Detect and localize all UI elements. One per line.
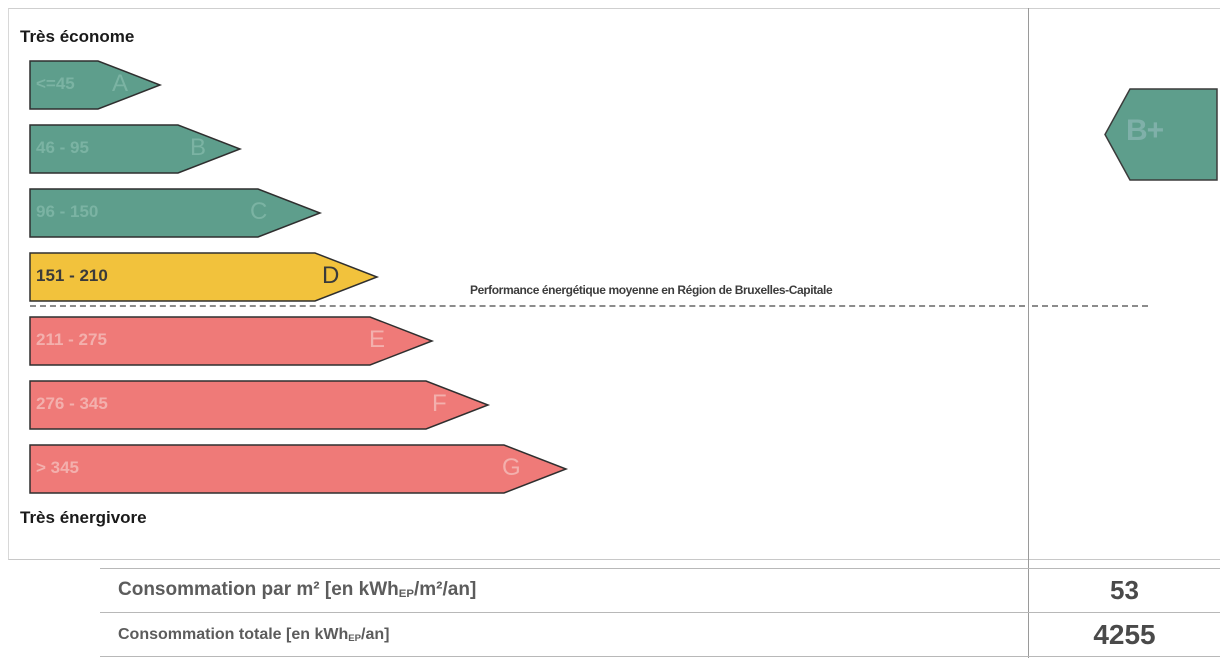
energy-class-shape-c xyxy=(29,188,323,238)
energy-class-letter: G xyxy=(502,454,521,481)
energy-class-shape-a xyxy=(29,60,163,110)
scale-bottom-label: Très énergivore xyxy=(20,508,147,527)
row-divider-top xyxy=(100,568,1220,569)
energy-class-bar-a: <=45 A xyxy=(0,60,166,110)
energy-class-arrow-d xyxy=(29,252,380,302)
energy-class-range: 276 - 345 xyxy=(36,394,108,413)
energy-class-shape-g xyxy=(29,444,569,494)
energy-class-letter: A xyxy=(112,70,129,97)
energy-class-letter: D xyxy=(322,262,340,289)
energy-class-arrow-b xyxy=(29,124,243,174)
total-consumption-label-text: Consommation totale [en kWh xyxy=(118,626,349,643)
consumption-per-m2-label-text: Consommation par m² [en kWh xyxy=(118,579,399,600)
energy-class-letter: F xyxy=(432,390,447,417)
rating-arrow xyxy=(1104,88,1218,187)
row-divider-bottom xyxy=(100,656,1220,657)
energy-class-letter: E xyxy=(369,326,386,353)
total-consumption-label-sub: EP xyxy=(348,633,362,644)
energy-class-letter: C xyxy=(250,198,268,225)
consumption-per-m2-value: 53 xyxy=(1110,575,1139,605)
energy-class-range: 211 - 275 xyxy=(36,330,107,349)
column-divider xyxy=(1028,8,1029,658)
energy-class-arrow-g xyxy=(29,444,569,494)
energy-scale-frame xyxy=(8,8,1220,560)
energy-class-range: > 345 xyxy=(36,458,80,477)
energy-class-shape-d xyxy=(29,252,380,302)
energy-class-range: 151 - 210 xyxy=(36,266,108,285)
average-line-left xyxy=(30,305,1025,307)
total-consumption-value: 4255 xyxy=(1093,619,1156,650)
average-line-right xyxy=(1032,305,1148,307)
energy-class-bar-e: 211 - 275 E xyxy=(0,316,438,366)
total-consumption-label: Consommation totale [en kWhEP/an] xyxy=(118,626,390,644)
energy-class-bar-c: 96 - 150 C xyxy=(0,188,326,238)
energy-class-letter: B xyxy=(190,134,207,161)
row-divider-middle xyxy=(100,612,1220,613)
total-consumption-label-end: /an] xyxy=(361,626,390,643)
average-performance-label: Performance énergétique moyenne en Régio… xyxy=(468,283,835,297)
energy-class-arrow-e xyxy=(29,316,435,366)
energy-class-shape-b xyxy=(29,124,243,174)
energy-class-shape-f xyxy=(29,380,491,430)
rating-arrow-shape xyxy=(1104,88,1218,181)
energy-class-arrow-a xyxy=(29,60,163,110)
consumption-per-m2-label: Consommation par m² [en kWhEP/m²/an] xyxy=(118,579,476,601)
energy-class-bar-g: > 345 G xyxy=(0,444,572,494)
consumption-per-m2-label-sub: EP xyxy=(398,588,414,600)
consumption-per-m2-label-end: /m²/an] xyxy=(414,579,477,600)
energy-class-arrow-c xyxy=(29,188,323,238)
energy-class-range: 46 - 95 xyxy=(36,138,89,157)
energy-class-arrow-f xyxy=(29,380,491,430)
energy-class-range: 96 - 150 xyxy=(36,202,99,221)
rating-label: B+ xyxy=(1126,114,1164,147)
scale-top-label: Très économe xyxy=(20,27,135,46)
energy-class-bar-b: 46 - 95 B xyxy=(0,124,246,174)
energy-class-shape-e xyxy=(29,316,435,366)
energy-class-range: <=45 xyxy=(36,74,75,93)
energy-class-bar-f: 276 - 345 F xyxy=(0,380,494,430)
energy-class-bar-d: 151 - 210 D xyxy=(0,252,383,302)
